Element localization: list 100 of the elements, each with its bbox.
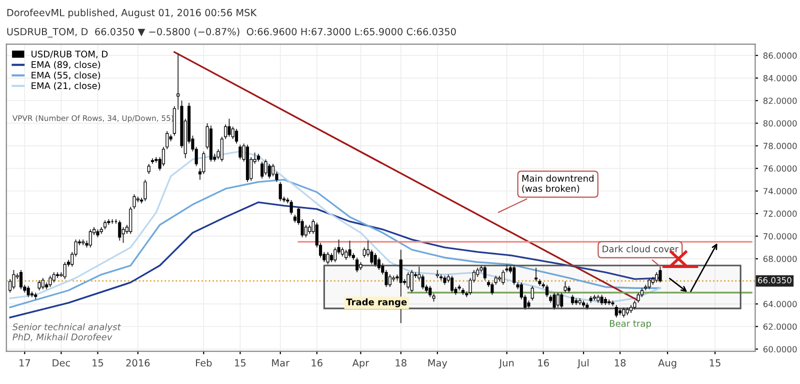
candlestick [636,292,640,304]
candlestick [278,181,282,202]
candlestick [48,275,52,288]
candlestick [658,266,662,283]
candlestick [103,220,107,230]
candlestick [38,280,41,291]
candlestick [545,284,549,298]
candlestick [374,252,377,268]
x-tick-label: 17 [20,359,30,366]
candlestick [63,262,66,280]
annotation: Bear trap [610,320,651,329]
y-tick-label: 72.0000 [764,210,797,217]
candlestick [571,294,574,306]
candlestick [260,161,264,180]
annotation: Main downtrend (was broken) [522,174,594,193]
candlestick [122,226,125,244]
candlestick [304,224,308,238]
candlestick [388,274,392,288]
x-tick-label: 15 [92,359,104,367]
candlestick [344,249,348,260]
candlestick [19,270,23,290]
candlestick [614,304,618,318]
candlestick [228,118,231,138]
x-tick-label: Mar [272,359,290,367]
x-tick-label: 16 [312,359,322,367]
candlestick [622,306,626,318]
candlestick [406,272,410,290]
candlestick [356,257,359,273]
y-tick-label: 84.0000 [763,75,797,82]
y-tick-label: 86.0000 [763,52,797,59]
candlestick [41,277,44,290]
candlestick [88,228,92,248]
candlestick [648,277,651,290]
x-tick-label: Apr [352,359,370,368]
candlestick [144,179,147,202]
legend-label: EMA (55, close) [32,72,100,80]
y-tick-label: 70.0000 [764,233,797,240]
candlestick [334,246,337,263]
annotation: Senior technical analyst PhD, Mikhail Dorofeev [12,323,122,342]
candlestick [234,128,238,144]
candlestick [494,275,498,286]
x-tick-label: Jun [498,359,514,368]
y-tick-label: 62.0000 [763,323,797,330]
legend-label: USD/RUB TOM, D [32,50,108,58]
candlestick [290,200,293,216]
candlestick [348,240,352,258]
candlestick [26,285,30,298]
candlestick [377,257,381,271]
y-tick-label: 74.0000 [764,188,797,194]
candlestick [330,252,334,263]
candlestick [600,294,604,306]
x-tick-label: 18 [396,359,406,367]
y-tick-label: 80.0000 [763,120,797,127]
x-tick-label: 15 [710,359,720,367]
chart-subtitle: DorofeevML published, August 01, 2016 00:56 MSK [7,8,257,18]
y-tick-label: 64.0000 [763,300,797,308]
candlestick [534,267,538,282]
candlestick [428,285,432,298]
candlestick [52,272,56,283]
candlestick [490,282,494,296]
y-tick-label: 68.0000 [763,256,797,262]
y-tick-label: 76.0000 [764,165,797,172]
candlestick [633,300,636,310]
candlestick [147,163,150,175]
candlestick [118,220,122,242]
candlestick [12,270,16,290]
legend-label: EMA (89, close) [32,61,100,70]
candlestick [564,280,567,294]
ref-line-label: 66.0350 [758,277,792,284]
candlestick [132,194,136,210]
candlestick [443,275,446,286]
band-label: Trade range [346,298,407,308]
candlestick [326,251,330,265]
candlestick [450,275,454,294]
candlestick [556,292,560,308]
candlestick [129,206,132,234]
y-tick-label: 82.0000 [763,98,797,104]
x-tick-label: 16 [538,359,549,367]
x-tick-label: 15 [235,359,246,367]
candlestick [552,292,556,310]
candlestick [231,126,234,140]
candlestick [512,265,516,286]
x-tick-label: 2016 [126,359,150,367]
candlestick [410,270,414,294]
chart-title: USDRUB_TOM, D 66.0350 ▼ −0.5800 (−0.87%) O:66.9600 H:67.3000 L:65.9000 C:66.0350 [7,28,456,38]
annotation: Dark cloud cover [602,245,678,252]
x-tick-label: Jul [577,359,588,368]
candlestick [268,163,271,180]
candlestick [238,144,242,160]
candlestick [502,270,505,286]
x-tick-label: 18 [614,359,626,367]
legend-label: EMA (21, close) [32,82,100,90]
x-tick-label: Aug [658,359,676,368]
candlestick [308,224,312,234]
y-tick-label: 60.0000 [763,346,797,352]
candlestick [560,292,564,309]
candlestick [421,274,424,290]
candlestick [530,285,534,302]
candlestick [264,158,268,176]
y-tick-label: 78.0000 [764,142,797,150]
